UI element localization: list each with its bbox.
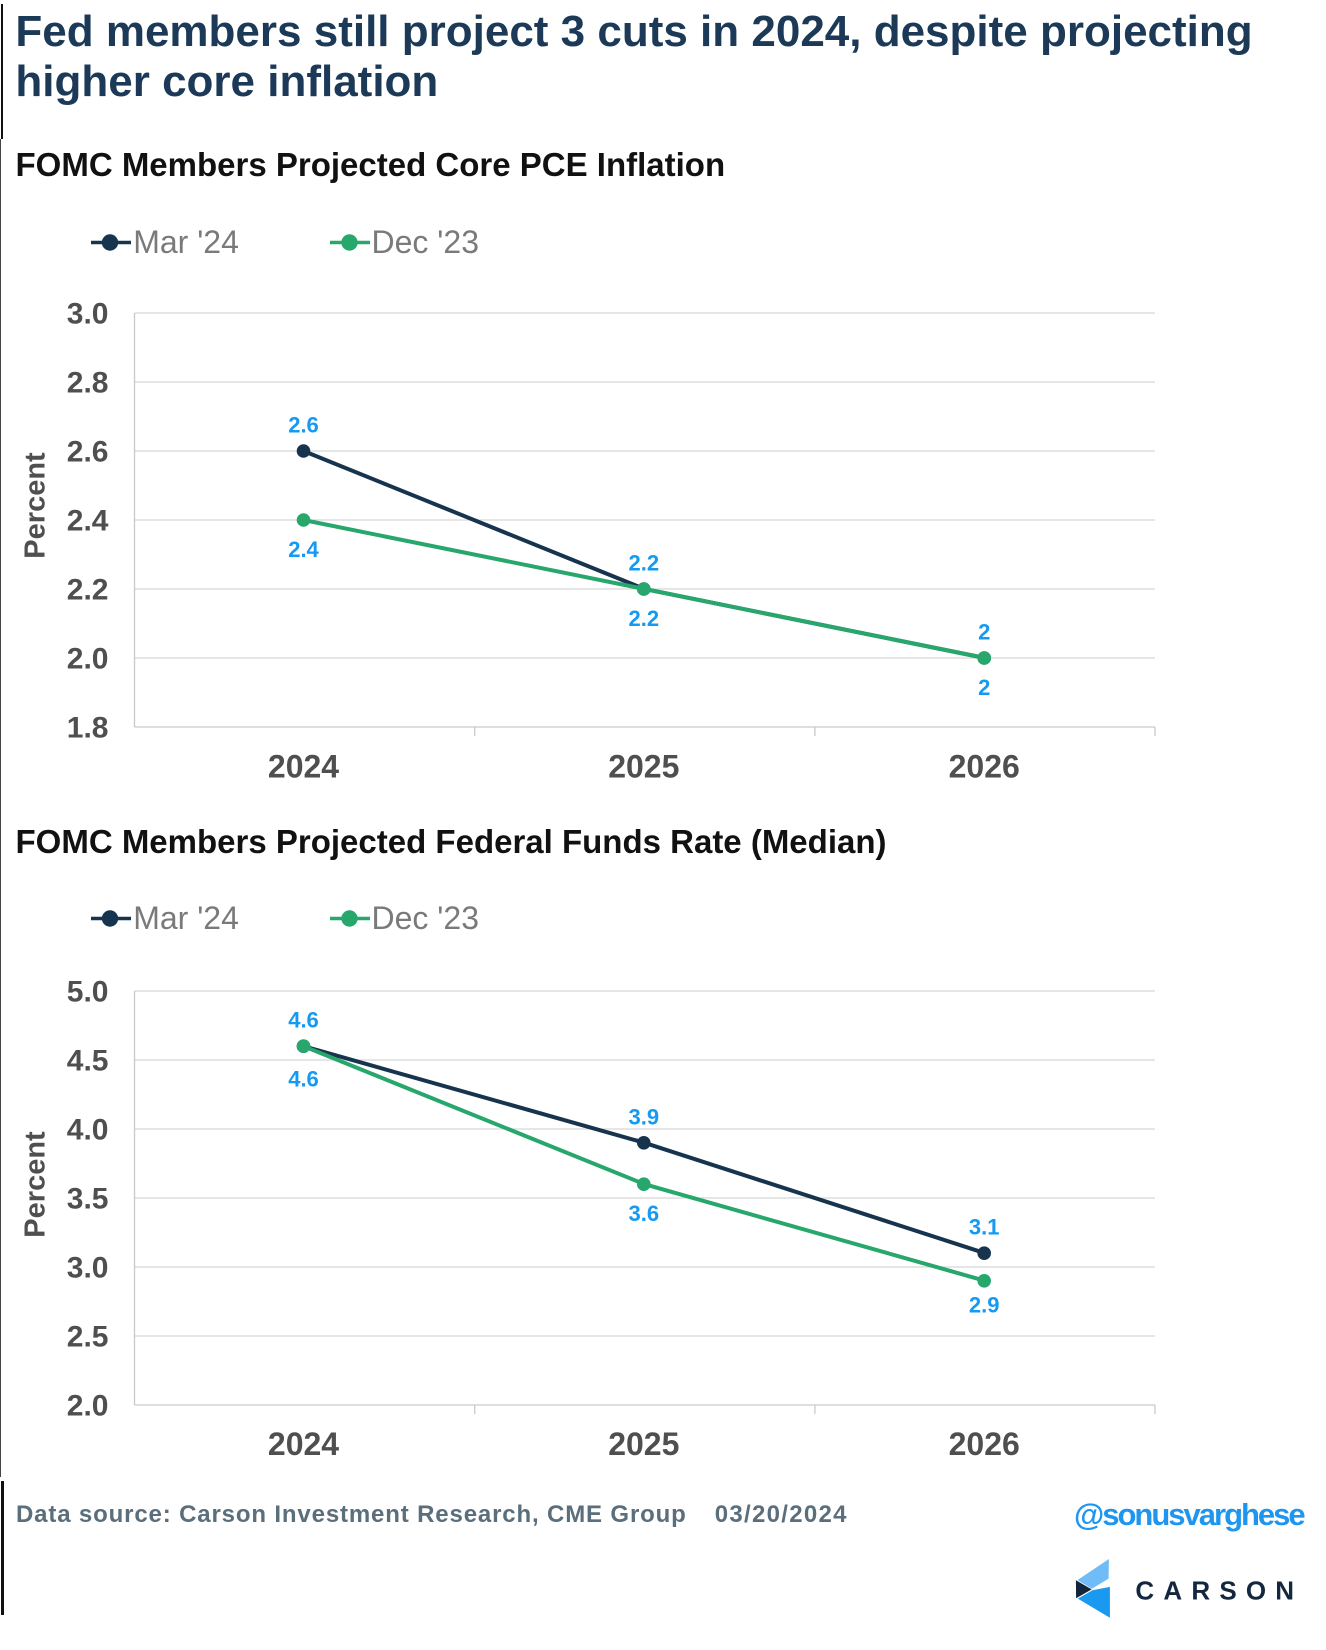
svg-text:CARSON: CARSON: [1135, 1576, 1303, 1606]
svg-text:Dec '23: Dec '23: [372, 224, 480, 260]
svg-text:4.0: 4.0: [67, 1114, 109, 1147]
svg-text:3.5: 3.5: [67, 1183, 109, 1216]
svg-text:3.0: 3.0: [67, 1252, 109, 1285]
svg-text:2.4: 2.4: [288, 537, 319, 562]
svg-text:Mar '24: Mar '24: [133, 224, 239, 260]
svg-text:2026: 2026: [949, 749, 1020, 785]
svg-text:4.6: 4.6: [288, 1008, 319, 1033]
svg-text:2.6: 2.6: [288, 413, 319, 438]
svg-text:2.6: 2.6: [67, 436, 109, 469]
svg-text:2025: 2025: [608, 749, 679, 785]
svg-text:3.9: 3.9: [629, 1104, 660, 1129]
svg-text:2.0: 2.0: [67, 643, 109, 676]
svg-text:2: 2: [978, 675, 990, 700]
svg-text:Percent: Percent: [20, 1131, 52, 1238]
svg-text:2.2: 2.2: [629, 551, 660, 576]
svg-text:5.0: 5.0: [67, 976, 109, 1009]
svg-text:2.2: 2.2: [67, 574, 109, 607]
svg-text:4.6: 4.6: [288, 1067, 319, 1092]
svg-text:2.0: 2.0: [67, 1390, 109, 1423]
svg-text:3.6: 3.6: [629, 1201, 660, 1226]
svg-text:2026: 2026: [949, 1426, 1020, 1462]
svg-text:2024: 2024: [268, 749, 339, 785]
svg-text:2: 2: [978, 620, 990, 645]
svg-text:4.5: 4.5: [67, 1045, 109, 1078]
svg-text:Percent: Percent: [20, 452, 52, 559]
svg-text:3.1: 3.1: [969, 1215, 1000, 1240]
svg-text:2.8: 2.8: [67, 367, 109, 400]
svg-text:Dec '23: Dec '23: [372, 900, 480, 936]
svg-text:3.0: 3.0: [67, 298, 109, 331]
svg-text:2.2: 2.2: [629, 606, 660, 631]
svg-text:2.5: 2.5: [67, 1321, 109, 1354]
svg-text:1.8: 1.8: [67, 712, 109, 745]
svg-text:2.4: 2.4: [67, 505, 109, 538]
svg-text:Mar '24: Mar '24: [133, 900, 239, 936]
svg-text:2025: 2025: [608, 1426, 679, 1462]
svg-text:2024: 2024: [268, 1426, 339, 1462]
svg-text:2.9: 2.9: [969, 1293, 1000, 1318]
